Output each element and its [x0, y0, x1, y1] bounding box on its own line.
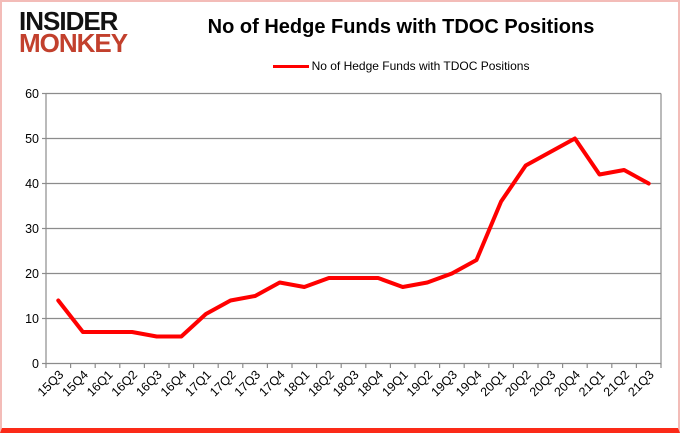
x-axis-label: 16Q2	[109, 368, 141, 400]
y-axis-label: 60	[25, 87, 39, 101]
x-axis-label: 18Q4	[355, 368, 387, 400]
x-axis-label: 18Q3	[330, 368, 362, 400]
y-axis-label: 0	[32, 357, 39, 371]
x-axis-label: 16Q3	[133, 368, 165, 400]
x-axis-label: 15Q3	[35, 368, 67, 400]
y-axis-label: 40	[25, 177, 39, 191]
legend: No of Hedge Funds with TDOC Positions	[132, 59, 670, 73]
x-axis-label: 17Q1	[182, 368, 214, 400]
x-axis-label: 20Q3	[527, 368, 559, 400]
x-axis-label: 16Q4	[158, 368, 190, 400]
x-axis-label: 21Q1	[576, 368, 608, 400]
x-axis-label: 19Q2	[404, 368, 436, 400]
x-axis-label: 19Q4	[453, 368, 485, 400]
y-axis-label: 10	[25, 312, 39, 326]
chart-title: No of Hedge Funds with TDOC Positions	[207, 16, 595, 38]
x-axis-label: 15Q4	[59, 368, 91, 400]
x-axis-label: 16Q1	[84, 368, 116, 400]
y-axis-label: 20	[25, 267, 39, 281]
legend-line-swatch	[272, 64, 309, 68]
y-axis-label: 50	[25, 132, 39, 146]
x-axis-label: 20Q4	[551, 368, 583, 400]
x-axis-label: 21Q2	[601, 368, 633, 400]
x-axis-label: 18Q1	[281, 368, 313, 400]
x-axis-label: 17Q4	[256, 368, 288, 400]
x-axis-label: 17Q3	[232, 368, 264, 400]
insider-monkey-logo: INSIDER MONKEY	[19, 6, 128, 58]
x-axis-label: 20Q2	[502, 368, 534, 400]
x-axis-label: 19Q1	[379, 368, 411, 400]
legend-label: No of Hedge Funds with TDOC Positions	[311, 59, 530, 73]
logo-line-monkey: MONKEY	[19, 27, 128, 58]
x-axis-label: 21Q3	[625, 368, 657, 400]
x-axis-label: 20Q1	[478, 368, 510, 400]
y-axis-label: 30	[25, 222, 39, 236]
x-axis-label: 19Q3	[428, 368, 460, 400]
logo-line-insider: INSIDER	[19, 6, 118, 36]
series-line	[56, 136, 651, 339]
x-axis-label: 18Q2	[305, 368, 337, 400]
x-axis-label: 17Q2	[207, 368, 239, 400]
